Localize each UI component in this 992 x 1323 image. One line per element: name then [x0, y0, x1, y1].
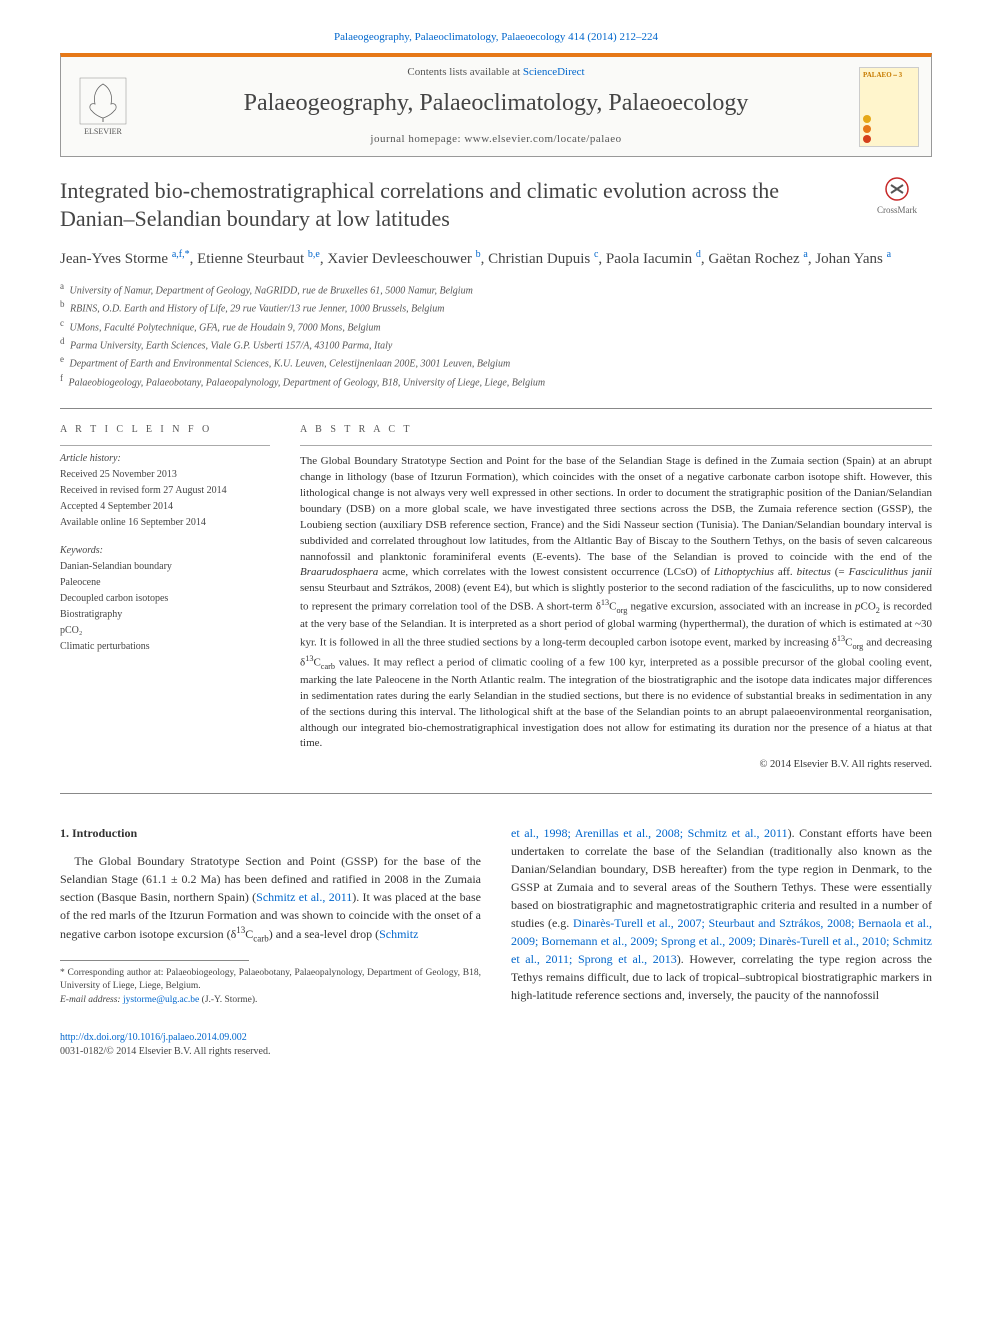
column-right: et al., 1998; Arenillas et al., 2008; Sc…: [511, 824, 932, 1007]
abstract-block: A B S T R A C T The Global Boundary Stra…: [300, 423, 932, 773]
article-info-block: A R T I C L E I N F O Article history: R…: [60, 423, 270, 773]
body-para-2: et al., 1998; Arenillas et al., 2008; Sc…: [511, 824, 932, 1004]
footnote-separator: [60, 960, 249, 961]
keyword: Biostratigraphy: [60, 608, 270, 622]
history-label: Article history:: [60, 452, 270, 466]
email-label: E-mail address:: [60, 995, 123, 1005]
journal-citation[interactable]: Palaeogeography, Palaeoclimatology, Pala…: [60, 30, 932, 45]
abstract-heading: A B S T R A C T: [300, 423, 932, 437]
corresponding-author: * Corresponding author at: Palaeobiogeol…: [60, 967, 481, 994]
doi-link[interactable]: http://dx.doi.org/10.1016/j.palaeo.2014.…: [60, 1032, 247, 1043]
affiliation-line: e Department of Earth and Environmental …: [60, 353, 932, 371]
article-title: Integrated bio-chemostratigraphical corr…: [60, 177, 842, 234]
crossmark-label: CrossMark: [862, 204, 932, 217]
header-center: Contents lists available at ScienceDirec…: [147, 65, 845, 147]
footnotes: * Corresponding author at: Palaeobiogeol…: [60, 967, 481, 1007]
homepage-prefix: journal homepage:: [370, 133, 464, 145]
homepage-url[interactable]: www.elsevier.com/locate/palaeo: [464, 133, 621, 145]
separator: [60, 408, 932, 409]
author-email[interactable]: jystorme@ulg.ac.be: [123, 995, 199, 1005]
elsevier-tree-icon: [78, 76, 128, 126]
publisher-name: ELSEVIER: [84, 126, 122, 137]
history-line: Accepted 4 September 2014: [60, 500, 270, 514]
journal-header: ELSEVIER Contents lists available at Sci…: [60, 53, 932, 156]
history-line: Available online 16 September 2014: [60, 516, 270, 530]
cover-dots: [863, 115, 915, 143]
contents-prefix: Contents lists available at: [407, 66, 522, 78]
history-line: Received 25 November 2013: [60, 468, 270, 482]
keyword: Decoupled carbon isotopes: [60, 592, 270, 606]
contents-lists-line: Contents lists available at ScienceDirec…: [147, 65, 845, 80]
journal-title: Palaeogeography, Palaeoclimatology, Pala…: [147, 87, 845, 121]
body-columns: 1. Introduction The Global Boundary Stra…: [60, 824, 932, 1007]
keyword: pCO₂: [60, 624, 270, 638]
column-left: 1. Introduction The Global Boundary Stra…: [60, 824, 481, 1007]
sciencedirect-link[interactable]: ScienceDirect: [523, 66, 585, 78]
keywords-label: Keywords:: [60, 544, 270, 558]
keyword: Climatic perturbations: [60, 640, 270, 654]
crossmark-badge[interactable]: CrossMark: [862, 177, 932, 217]
section-heading: 1. Introduction: [60, 824, 481, 842]
journal-homepage: journal homepage: www.elsevier.com/locat…: [147, 132, 845, 147]
crossmark-icon: [885, 177, 909, 201]
keyword: Paleocene: [60, 576, 270, 590]
email-line: E-mail address: jystorme@ulg.ac.be (J.-Y…: [60, 994, 481, 1007]
history-line: Received in revised form 27 August 2014: [60, 484, 270, 498]
affiliation-line: d Parma University, Earth Sciences, Vial…: [60, 335, 932, 353]
issn-copyright: 0031-0182/© 2014 Elsevier B.V. All right…: [60, 1046, 270, 1057]
affiliation-line: b RBINS, O.D. Earth and History of Life,…: [60, 298, 932, 316]
separator: [60, 793, 932, 794]
authors-list: Jean-Yves Storme a,f,*, Etienne Steurbau…: [60, 248, 932, 270]
article-info-heading: A R T I C L E I N F O: [60, 423, 270, 437]
abstract-text: The Global Boundary Stratotype Section a…: [300, 454, 932, 752]
body-para-1: The Global Boundary Stratotype Section a…: [60, 852, 481, 946]
cover-label: PALAEO ⎯ 3: [863, 71, 915, 81]
abstract-copyright: © 2014 Elsevier B.V. All rights reserved…: [300, 758, 932, 773]
history-lines: Received 25 November 2013 Received in rev…: [60, 468, 270, 530]
keywords-lines: Danian-Selandian boundary Paleocene Decoup…: [60, 560, 270, 654]
page-footer: http://dx.doi.org/10.1016/j.palaeo.2014.…: [60, 1031, 932, 1059]
keyword: Danian-Selandian boundary: [60, 560, 270, 574]
email-suffix: (J.-Y. Storme).: [199, 995, 257, 1005]
affiliation-line: a University of Namur, Department of Geo…: [60, 280, 932, 298]
journal-cover-thumb: PALAEO ⎯ 3: [859, 67, 919, 147]
affiliation-line: f Palaeobiogeology, Palaeobotany, Palaeo…: [60, 372, 932, 390]
affiliations: a University of Namur, Department of Geo…: [60, 280, 932, 390]
affiliation-line: c UMons, Faculté Polytechnique, GFA, rue…: [60, 317, 932, 335]
elsevier-logo: ELSEVIER: [73, 72, 133, 142]
